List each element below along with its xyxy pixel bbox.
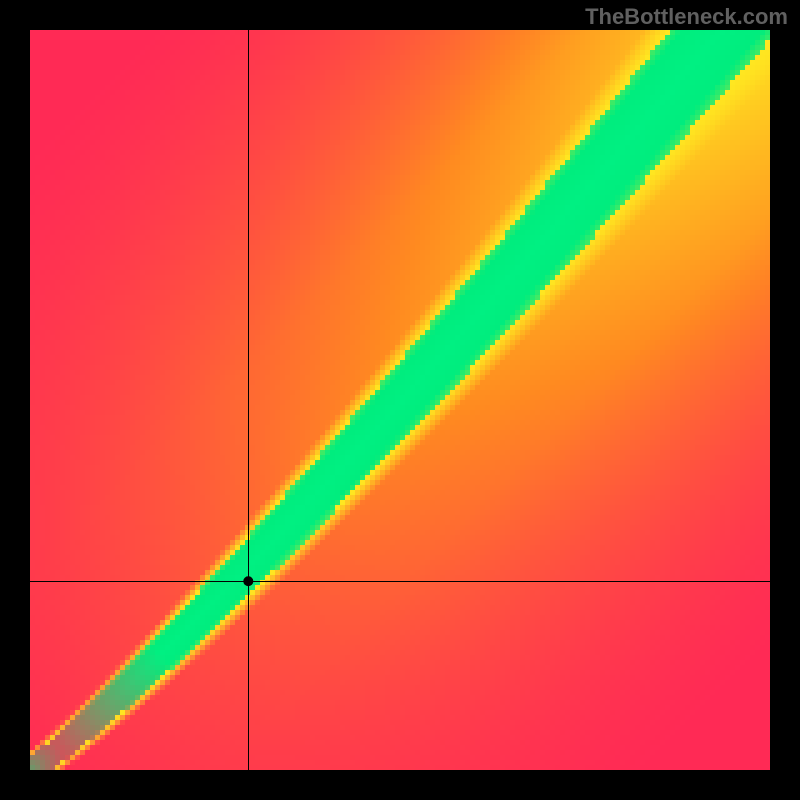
plot-area [30, 30, 770, 770]
watermark-text: TheBottleneck.com [585, 4, 788, 30]
crosshair-overlay [30, 30, 770, 770]
chart-container: TheBottleneck.com [0, 0, 800, 800]
